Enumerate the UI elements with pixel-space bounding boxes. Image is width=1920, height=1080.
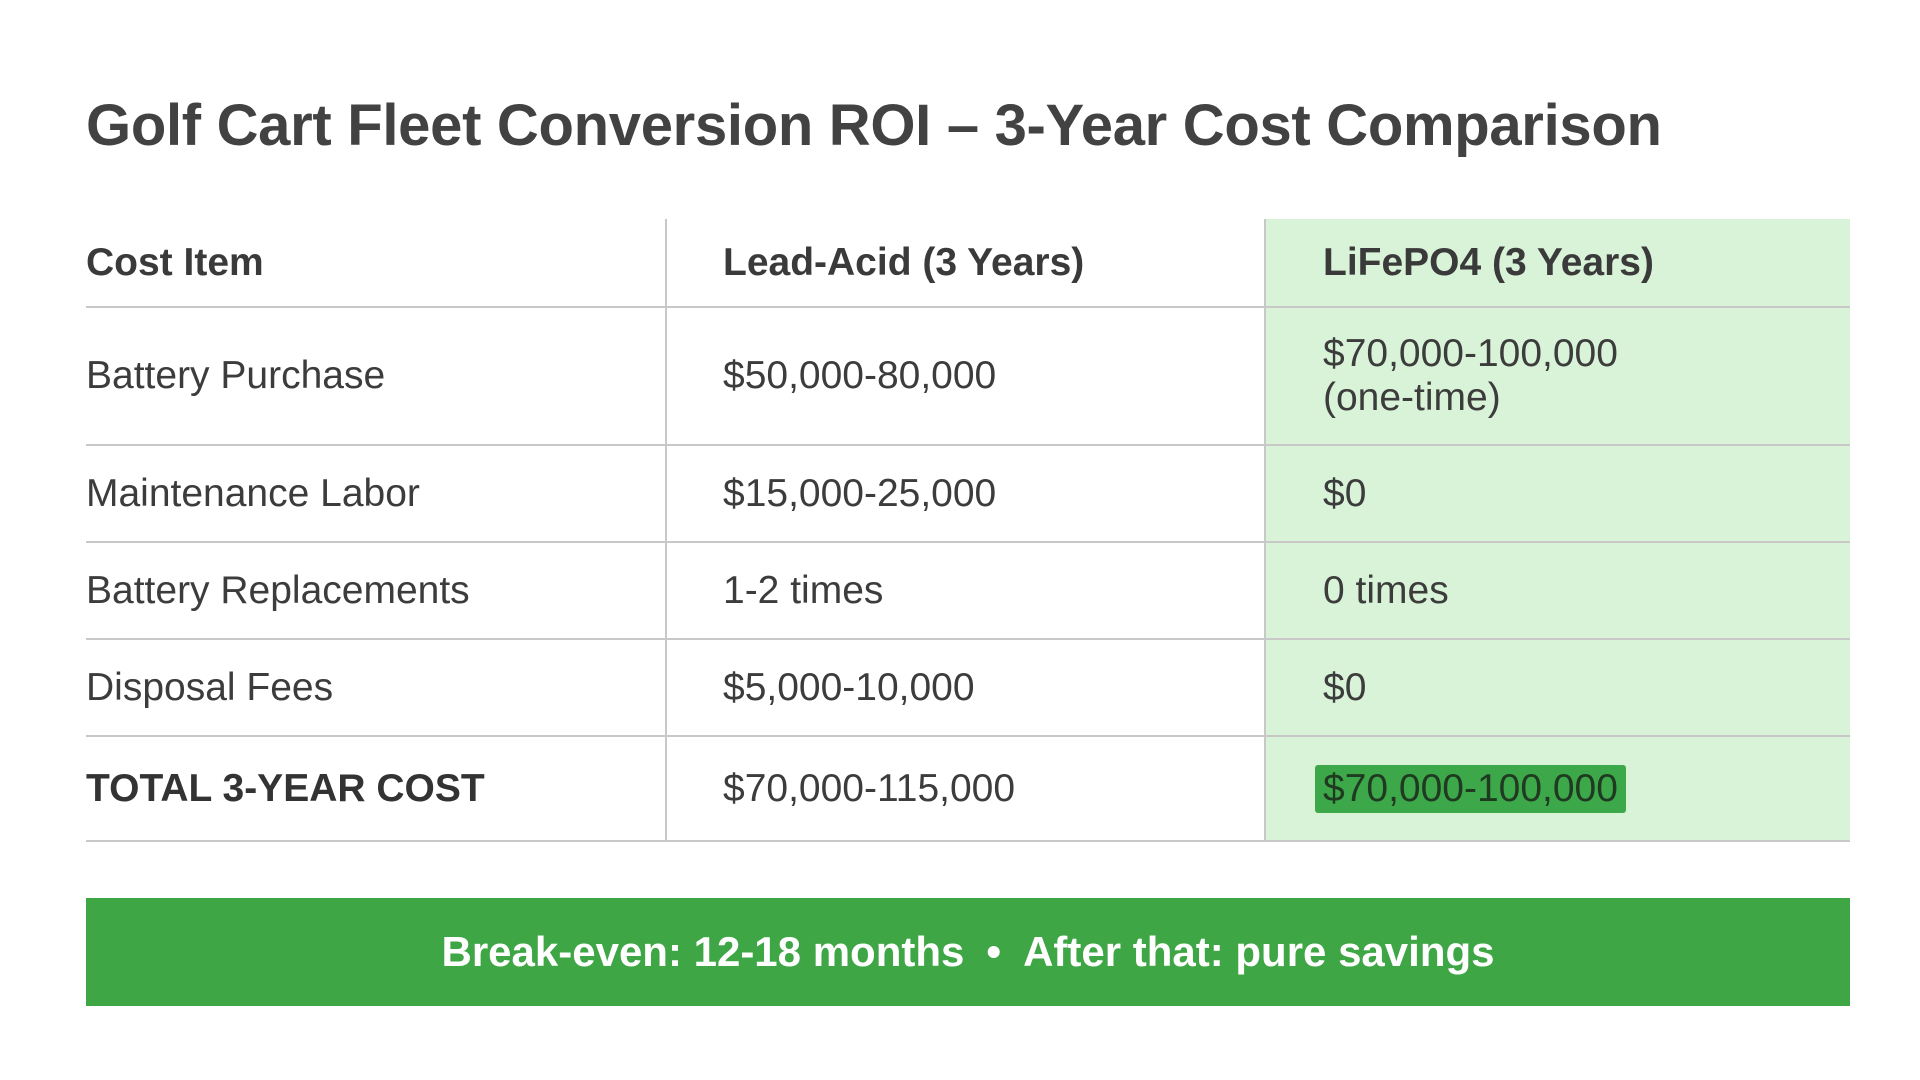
table-row: Maintenance Labor $15,000-25,000 $0 [86, 445, 1850, 543]
cell-item: Maintenance Labor [86, 445, 666, 543]
table-row-total: TOTAL 3-YEAR COST $70,000-115,000 $70,00… [86, 736, 1850, 842]
cell-item: Disposal Fees [86, 639, 666, 737]
page-title: Golf Cart Fleet Conversion ROI – 3-Year … [86, 93, 1662, 158]
total-highlight-badge: $70,000-100,000 [1315, 764, 1626, 813]
cell-lifepo4-line2: (one-time) [1323, 376, 1501, 419]
cell-lead-acid: $15,000-25,000 [665, 445, 1265, 543]
table-row: Battery Purchase $50,000-80,000 $70,000-… [86, 307, 1850, 446]
cell-lead-acid: 1-2 times [665, 542, 1265, 640]
header-lead-acid: Lead-Acid (3 Years) [665, 219, 1265, 308]
cell-lead-acid: $50,000-80,000 [665, 307, 1265, 446]
cell-lifepo4: 0 times [1264, 542, 1850, 640]
cell-item: Battery Replacements [86, 542, 666, 640]
banner-break-even-text: Break-even: 12-18 months [441, 928, 965, 975]
header-cost-item: Cost Item [86, 219, 666, 308]
banner-separator: • [986, 928, 1002, 975]
cell-lead-acid-total: $70,000-115,000 [665, 736, 1265, 842]
cell-lead-acid: $5,000-10,000 [665, 639, 1265, 737]
cost-comparison-table: Cost Item Lead-Acid (3 Years) LiFePO4 (3… [86, 219, 1850, 842]
cell-item-total: TOTAL 3-YEAR COST [86, 736, 666, 842]
table-row: Battery Replacements 1-2 times 0 times [86, 542, 1850, 640]
header-lifepo4: LiFePO4 (3 Years) [1264, 219, 1850, 308]
cell-lifepo4: $0 [1264, 639, 1850, 737]
table-row: Disposal Fees $5,000-10,000 $0 [86, 639, 1850, 737]
table-header-row: Cost Item Lead-Acid (3 Years) LiFePO4 (3… [86, 219, 1850, 308]
cell-item: Battery Purchase [86, 307, 666, 446]
banner-savings-text: After that: pure savings [1023, 928, 1495, 975]
cell-lifepo4: $70,000-100,000 (one-time) [1264, 307, 1850, 446]
cell-lifepo4: $0 [1264, 445, 1850, 543]
cell-lifepo4-total: $70,000-100,000 [1264, 736, 1850, 842]
cell-lifepo4-line1: $70,000-100,000 [1323, 332, 1618, 375]
break-even-banner: Break-even: 12-18 months • After that: p… [86, 898, 1850, 1006]
cost-comparison-table-container: Cost Item Lead-Acid (3 Years) LiFePO4 (3… [86, 219, 1850, 842]
